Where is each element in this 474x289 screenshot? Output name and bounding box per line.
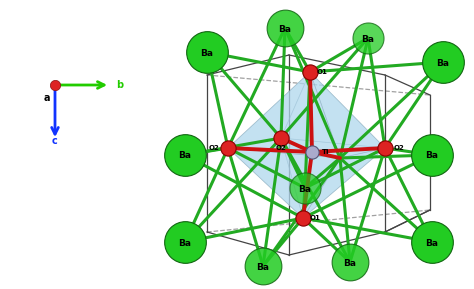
Text: Ba: Ba <box>179 151 191 160</box>
Polygon shape <box>228 72 340 158</box>
Polygon shape <box>281 72 385 148</box>
Point <box>439 60 447 64</box>
Point <box>51 83 59 87</box>
Point <box>428 240 436 244</box>
Text: Ba: Ba <box>179 238 191 247</box>
Point <box>381 146 389 150</box>
Text: Ba: Ba <box>299 184 311 194</box>
Text: Ba: Ba <box>279 25 292 34</box>
Text: b: b <box>116 80 123 90</box>
Point <box>306 70 314 74</box>
Point <box>346 260 354 264</box>
Point <box>301 186 309 190</box>
Point <box>308 150 316 154</box>
Polygon shape <box>310 72 385 158</box>
Point <box>299 216 307 220</box>
Text: Ba: Ba <box>256 262 270 271</box>
Text: Ba: Ba <box>426 151 438 160</box>
Point <box>224 146 232 150</box>
Text: Ba: Ba <box>362 34 374 44</box>
Polygon shape <box>228 72 310 148</box>
Text: a: a <box>44 93 50 103</box>
Text: c: c <box>52 136 58 146</box>
Polygon shape <box>281 138 385 218</box>
Point <box>259 264 267 268</box>
Polygon shape <box>228 138 303 218</box>
Text: O2: O2 <box>275 145 286 151</box>
Text: O1: O1 <box>317 69 328 75</box>
Text: Ba: Ba <box>426 238 438 247</box>
Text: O1: O1 <box>310 215 320 221</box>
Point <box>364 36 372 40</box>
Point <box>277 136 285 140</box>
Point <box>181 240 189 244</box>
Point <box>428 153 436 157</box>
Text: O2: O2 <box>393 145 404 151</box>
Polygon shape <box>228 148 340 218</box>
Text: Ba: Ba <box>201 49 213 58</box>
Point <box>281 26 289 30</box>
Text: O2: O2 <box>209 145 219 151</box>
Text: Ti: Ti <box>322 149 330 155</box>
Text: Ba: Ba <box>344 258 356 268</box>
Text: Ba: Ba <box>437 58 449 68</box>
Point <box>181 153 189 157</box>
Polygon shape <box>303 148 385 218</box>
Point <box>203 50 211 54</box>
